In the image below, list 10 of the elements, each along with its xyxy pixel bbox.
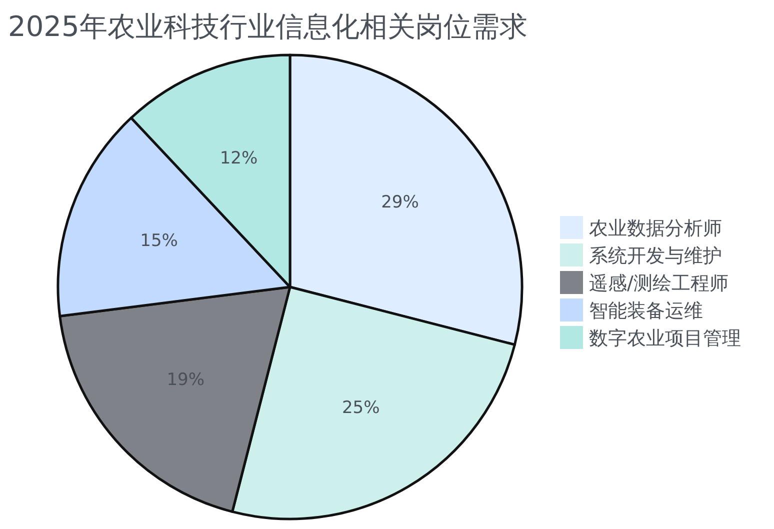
data-label: 25% bbox=[342, 398, 380, 418]
data-label: 12% bbox=[220, 148, 258, 169]
legend-label: 遥感/测绘工程师 bbox=[589, 272, 728, 295]
legend-label: 智能装备运维 bbox=[589, 300, 703, 322]
legend-label: 农业数据分析师 bbox=[589, 218, 722, 240]
legend-label: 系统开发与维护 bbox=[589, 245, 722, 268]
data-label: 29% bbox=[381, 192, 419, 213]
chart-title: 2025年农业科技行业信息化相关岗位需求 bbox=[8, 10, 528, 43]
legend-label: 数字农业项目管理 bbox=[589, 328, 741, 350]
data-label: 15% bbox=[140, 230, 178, 251]
